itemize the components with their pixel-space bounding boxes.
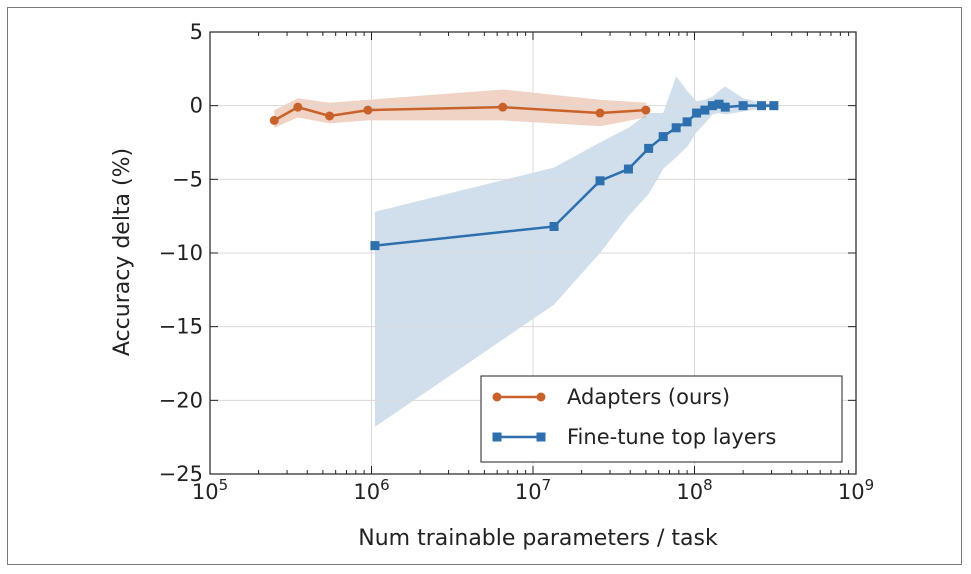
legend-finetune-label: Fine-tune top layers (567, 425, 776, 449)
series-lines (269, 99, 779, 251)
y-tick-label: −10 (159, 241, 203, 265)
legend-adapters-marker (536, 392, 546, 402)
legend-adapters-marker (492, 392, 502, 402)
finetune-data-point (720, 102, 730, 112)
legend-adapters-label: Adapters (ours) (567, 385, 730, 409)
legend-box (480, 375, 843, 463)
y-tick-label: −25 (159, 462, 203, 486)
x-tick-label: 108 (676, 476, 712, 504)
legend-finetune-marker (536, 432, 546, 442)
finetune-data-point (658, 132, 668, 142)
y-tick-label: 0 (190, 94, 203, 118)
y-tick-label: −20 (159, 388, 203, 412)
finetune-data-point (707, 101, 717, 111)
finetune-confidence-band (374, 76, 774, 427)
x-tick-label: 109 (838, 476, 874, 504)
finetune-data-point (623, 164, 633, 174)
y-tick-label: −15 (159, 315, 203, 339)
finetune-data-point (700, 105, 710, 115)
finetune-data-point (769, 101, 779, 111)
adapters-data-point (641, 105, 651, 115)
finetune-data-point (757, 101, 767, 111)
finetune-data-point (644, 143, 654, 153)
axes (209, 31, 857, 475)
legend: Adapters (ours) Fine-tune top layers (480, 375, 843, 463)
finetune-data-point (549, 221, 559, 231)
x-axis-title: Num trainable parameters / task (358, 526, 718, 551)
finetune-data-point (595, 176, 605, 186)
adapters-data-point (293, 102, 303, 112)
y-tick-label: −5 (172, 167, 203, 191)
adapters-data-point (269, 115, 279, 125)
x-tick-label: 107 (515, 476, 551, 504)
adapters-data-point (498, 102, 508, 112)
finetune-data-point (738, 101, 748, 111)
finetune-data-point (370, 241, 380, 251)
confidence-bands (274, 76, 774, 427)
finetune-data-point (714, 99, 724, 109)
x-tick-label: 106 (353, 476, 389, 504)
finetune-data-point (682, 117, 692, 127)
legend-finetune-marker (492, 432, 502, 442)
finetune-data-point (692, 108, 702, 118)
y-axis-title: Accuracy delta (%) (110, 148, 135, 356)
y-tick-label: 5 (190, 20, 203, 44)
x-tick-label: 105 (192, 476, 228, 504)
adapters-data-point (325, 111, 335, 121)
adapters-data-point (363, 105, 373, 115)
finetune-series-line (374, 102, 774, 247)
adapters-data-point (595, 108, 605, 118)
finetune-data-point (671, 123, 681, 133)
